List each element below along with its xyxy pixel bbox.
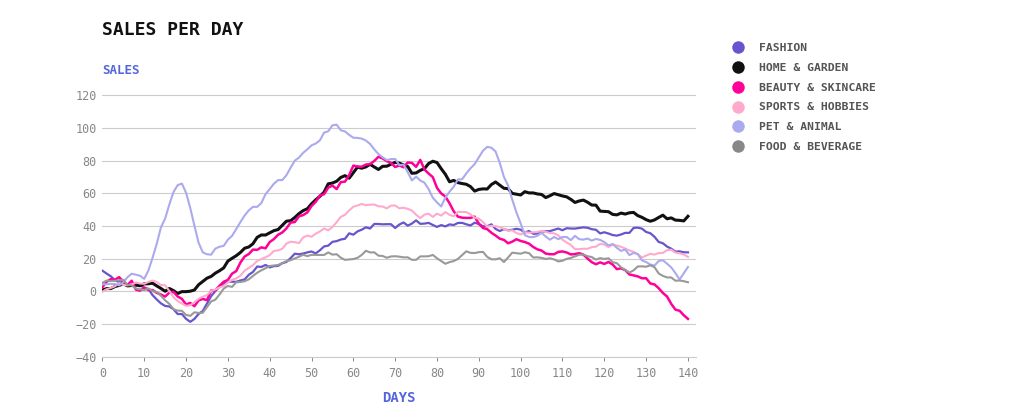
Legend: FASHION, HOME & GARDEN, BEAUTY & SKINCARE, SPORTS & HOBBIES, PET & ANIMAL, FOOD : FASHION, HOME & GARDEN, BEAUTY & SKINCAR… — [723, 39, 881, 156]
Text: SALES: SALES — [102, 64, 140, 77]
Text: SALES PER DAY: SALES PER DAY — [102, 21, 244, 39]
X-axis label: DAYS: DAYS — [383, 391, 416, 405]
